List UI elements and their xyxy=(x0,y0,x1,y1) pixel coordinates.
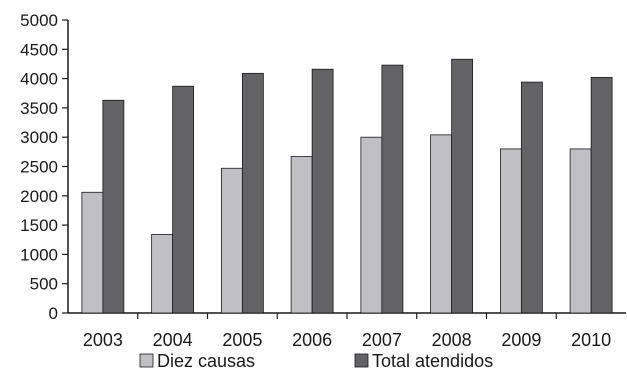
bar-diez-causas-2004 xyxy=(151,234,174,314)
bar-diez-causas-2003 xyxy=(81,191,104,314)
legend-label-diez-causas: Diez causas xyxy=(157,351,255,371)
bar-diez-causas-2010 xyxy=(569,148,592,314)
legend-swatch-diez-causas xyxy=(139,353,154,368)
bar-diez-causas-2009 xyxy=(499,148,522,314)
bar-diez-causas-2005 xyxy=(220,167,243,314)
bar-total-atendidos-2009 xyxy=(520,81,543,314)
legend-label-total-atendidos: Total atendidos xyxy=(372,351,493,371)
bar-total-atendidos-2007 xyxy=(381,64,404,314)
x-tick-label: 2007 xyxy=(362,330,402,350)
bar-diez-causas-2008 xyxy=(430,134,453,314)
bars xyxy=(81,58,613,314)
bar-total-atendidos-2008 xyxy=(451,58,474,314)
bar-total-atendidos-2006 xyxy=(311,68,334,314)
x-tick-label: 2004 xyxy=(153,330,193,350)
y-tick-label: 4500 xyxy=(20,40,58,59)
y-axis-ticks: 0 500 1000 1500 2000 2500 3000 3500 4000 4500 5000 xyxy=(20,11,68,323)
x-tick-label: 2003 xyxy=(83,330,123,350)
bar-total-atendidos-2003 xyxy=(102,99,125,314)
x-tick-label: 2010 xyxy=(571,330,611,350)
y-tick-label: 2000 xyxy=(20,187,58,206)
x-axis-ticks: 2003 2004 2005 2006 2007 2008 2009 2010 xyxy=(83,313,611,350)
y-tick-label: 2500 xyxy=(20,158,58,177)
y-tick-label: 3500 xyxy=(20,99,58,118)
y-tick-label: 0 xyxy=(49,304,58,323)
x-tick-label: 2005 xyxy=(222,330,262,350)
x-tick-label: 2006 xyxy=(292,330,332,350)
bar-diez-causas-2006 xyxy=(290,156,313,314)
y-tick-label: 4000 xyxy=(20,70,58,89)
x-tick-label: 2008 xyxy=(432,330,472,350)
x-tick-label: 2009 xyxy=(501,330,541,350)
y-tick-label: 3000 xyxy=(20,128,58,147)
bar-total-atendidos-2005 xyxy=(241,72,264,314)
bar-diez-causas-2007 xyxy=(360,136,383,314)
y-tick-label: 500 xyxy=(30,275,58,294)
y-tick-label: 1500 xyxy=(20,216,58,235)
y-tick-label: 1000 xyxy=(20,245,58,264)
bar-total-atendidos-2004 xyxy=(172,85,195,314)
y-tick-label: 5000 xyxy=(20,11,58,30)
bar-total-atendidos-2010 xyxy=(590,77,613,314)
legend-swatch-total-atendidos xyxy=(354,353,369,368)
legend: Diez causas Total atendidos xyxy=(139,351,493,371)
